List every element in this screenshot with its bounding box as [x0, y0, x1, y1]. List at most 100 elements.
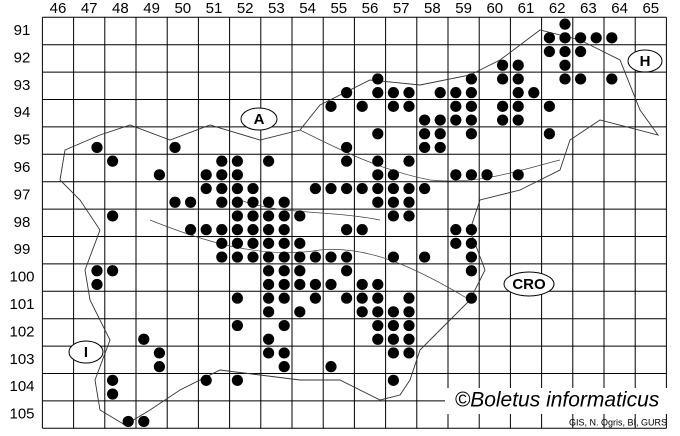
occurrence-dot: [325, 251, 337, 263]
occurrence-dot: [185, 224, 197, 236]
row-label: 94: [14, 104, 31, 121]
occurrence-dot: [465, 100, 477, 112]
occurrence-dot: [341, 155, 353, 167]
occurrence-dot: [387, 374, 399, 386]
occurrence-dot: [341, 251, 353, 263]
occurrence-dot: [450, 100, 462, 112]
occurrence-dot: [387, 306, 399, 318]
occurrence-dot: [309, 182, 321, 195]
occurrence-dot: [372, 169, 384, 181]
occurrence-dot: [450, 87, 462, 99]
occurrence-dot: [559, 32, 571, 44]
occurrence-dot: [403, 347, 415, 359]
occurrence-dot: [356, 306, 368, 318]
occurrence-dot: [247, 182, 259, 195]
occurrence-dot: [122, 415, 134, 428]
occurrence-dot: [231, 196, 243, 208]
occurrence-dot: [403, 155, 415, 167]
dots: [91, 18, 618, 428]
occurrence-dot: [419, 182, 431, 195]
column-label: 49: [143, 0, 160, 17]
occurrence-dot: [216, 196, 228, 208]
occurrence-dot: [387, 333, 399, 345]
occurrence-dot: [387, 196, 399, 208]
region-label: H: [640, 53, 651, 70]
occurrence-dot: [465, 251, 477, 263]
row-label: 97: [14, 186, 31, 203]
occurrence-dot: [356, 224, 368, 236]
column-label: 53: [268, 0, 285, 17]
region-label-cro: CRO: [503, 271, 555, 297]
occurrence-dot: [403, 292, 415, 304]
column-label: 46: [50, 0, 67, 17]
column-label: 57: [393, 0, 410, 17]
occurrence-dot: [107, 388, 119, 400]
occurrence-dot: [231, 251, 243, 263]
occurrence-dot: [138, 415, 150, 428]
row-label: 103: [9, 351, 34, 368]
occurrence-dot: [356, 278, 368, 291]
occurrence-dot: [309, 251, 321, 263]
occurrence-dot: [153, 347, 165, 359]
occurrence-dot: [403, 87, 415, 99]
occurrence-dot: [185, 196, 197, 208]
occurrence-dot: [200, 224, 212, 236]
row-label: 93: [14, 77, 31, 94]
occurrence-dot: [559, 73, 571, 85]
occurrence-dot: [403, 100, 415, 112]
occurrence-dot: [606, 32, 618, 44]
occurrence-dot: [263, 292, 275, 304]
occurrence-dot: [278, 278, 290, 291]
occurrence-dot: [247, 210, 259, 222]
occurrence-dot: [606, 73, 618, 85]
occurrence-dot: [575, 32, 587, 44]
occurrence-dot: [278, 224, 290, 236]
occurrence-dot: [419, 251, 431, 263]
occurrence-dot: [465, 292, 477, 304]
occurrence-dot: [231, 155, 243, 167]
occurrence-dot: [450, 237, 462, 249]
occurrence-dot: [372, 182, 384, 195]
row-label: 91: [14, 22, 31, 39]
row-label: 105: [9, 406, 34, 423]
column-label: 62: [549, 0, 566, 17]
occurrence-dot: [465, 87, 477, 99]
occurrence-dot: [263, 347, 275, 359]
occurrence-dot: [153, 169, 165, 181]
row-label: 100: [9, 269, 34, 286]
occurrence-dot: [91, 265, 103, 277]
credit: GIS, N. Ogris, BI, GURS: [569, 417, 667, 427]
occurrence-dot: [278, 237, 290, 249]
occurrence-dot: [512, 59, 524, 71]
occurrence-dot: [372, 306, 384, 318]
occurrence-dot: [278, 347, 290, 359]
occurrence-dot: [559, 18, 571, 30]
occurrence-dot: [341, 224, 353, 236]
occurrence-dot: [263, 224, 275, 236]
watermark: ©Boletus informaticus: [455, 389, 660, 412]
occurrence-dot: [107, 210, 119, 222]
row-label: 101: [9, 296, 34, 313]
occurrence-dot: [450, 169, 462, 181]
occurrence-dot: [216, 237, 228, 249]
occurrence-dot: [512, 87, 524, 99]
occurrence-dot: [216, 169, 228, 181]
occurrence-dot: [497, 114, 509, 126]
occurrence-dot: [153, 361, 165, 373]
occurrence-dot: [263, 265, 275, 277]
occurrence-dot: [231, 319, 243, 332]
occurrence-dot: [294, 278, 306, 291]
occurrence-dot: [387, 100, 399, 112]
occurrence-dot: [341, 292, 353, 304]
occurrence-dot: [465, 169, 477, 181]
occurrence-dot: [434, 128, 446, 140]
occurrence-dot: [419, 141, 431, 154]
occurrence-dot: [278, 292, 290, 304]
occurrence-dot: [403, 182, 415, 195]
row-label: 104: [9, 378, 34, 395]
occurrence-dot: [434, 87, 446, 99]
occurrence-dot: [419, 114, 431, 126]
row-label: 95: [14, 132, 31, 149]
